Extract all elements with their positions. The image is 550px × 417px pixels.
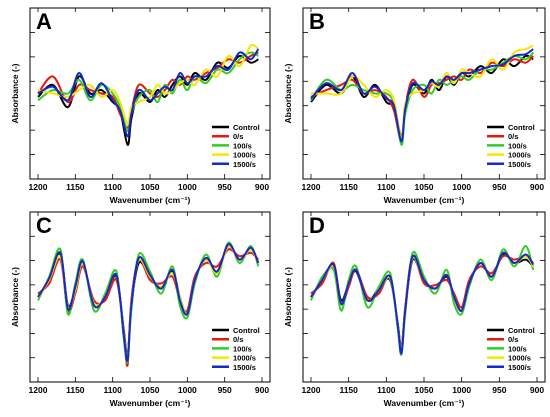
x-tick-label: 950 — [218, 182, 232, 192]
series-line-100-per-s — [310, 244, 535, 356]
panel-B: B 1200 1150 1100 1050 1000 950 900 Wavenumber (c… — [283, 7, 546, 205]
series-group — [310, 244, 535, 356]
legend-label: 1000/s — [508, 151, 531, 160]
legend-label: 0/s — [508, 132, 518, 141]
legend-label: 1500/s — [508, 363, 531, 372]
x-tick-label: 950 — [492, 385, 506, 395]
x-tick-label: 1200 — [29, 182, 48, 192]
panel-C: C 1200 1150 1100 1050 1000 950 900 Wavenumber (c… — [10, 211, 271, 408]
series-line-1000-per-s — [37, 43, 259, 126]
legend-label: 0/s — [233, 132, 243, 141]
x-tick-label: 1000 — [178, 385, 197, 395]
x-tick-label: 1100 — [377, 182, 396, 192]
legend-label: 100/s — [508, 141, 527, 150]
legend-label: 1500/s — [508, 160, 531, 169]
series-line-1500-per-s — [37, 48, 260, 138]
x-tick-label: 1100 — [103, 182, 122, 192]
series-line-1500-per-s — [310, 48, 534, 143]
x-tick-label: 900 — [530, 385, 544, 395]
legend-label: 1000/s — [233, 354, 256, 363]
x-tick-label: 1050 — [141, 182, 160, 192]
legend-label: 100/s — [233, 141, 252, 150]
series-line-1000-per-s — [310, 44, 534, 140]
panel-D: D 1200 1150 1100 1050 1000 950 900 Wavenumber (c… — [283, 211, 546, 408]
panel-letter: B — [309, 9, 325, 34]
series-line-1500-per-s — [310, 251, 535, 355]
legend-label: 1500/s — [233, 160, 256, 169]
legend-label: 1000/s — [508, 354, 531, 363]
panel-letter: C — [36, 213, 52, 238]
legend-label: 1500/s — [233, 363, 256, 372]
x-axis-title: Wavenumber (cm⁻¹) — [384, 195, 465, 205]
x-tick-label: 950 — [218, 385, 232, 395]
x-tick-label: 1200 — [302, 182, 321, 192]
series-line-100-per-s — [310, 51, 534, 146]
x-tick-label: 1050 — [415, 385, 434, 395]
x-tick-label: 900 — [530, 182, 544, 192]
y-axis-title: Absorbance (-) — [283, 267, 293, 327]
legend-label: 100/s — [508, 344, 527, 353]
legend-label: 1000/s — [233, 151, 256, 160]
y-axis-title: Absorbance (-) — [10, 63, 20, 123]
y-axis-title: Absorbance (-) — [283, 63, 293, 123]
legend-label: Control — [508, 123, 535, 132]
x-tick-label: 950 — [492, 182, 506, 192]
panel-letter: A — [36, 9, 52, 34]
x-tick-label: 1050 — [141, 385, 160, 395]
legend-label: 100/s — [233, 344, 252, 353]
series-group — [37, 43, 260, 146]
legend-label: 0/s — [508, 335, 518, 344]
legend-label: 0/s — [233, 335, 243, 344]
x-tick-label: 1200 — [29, 385, 48, 395]
x-tick-label: 1150 — [339, 385, 358, 395]
x-tick-label: 1150 — [66, 182, 85, 192]
x-tick-label: 1150 — [339, 182, 358, 192]
series-group — [310, 44, 534, 146]
x-tick-label: 900 — [255, 182, 269, 192]
legend-label: Control — [233, 326, 260, 335]
legend-label: Control — [233, 123, 260, 132]
x-axis-title: Wavenumber (cm⁻¹) — [384, 398, 465, 408]
x-tick-label: 1200 — [302, 385, 321, 395]
x-tick-label: 900 — [255, 385, 269, 395]
x-tick-label: 1100 — [377, 385, 396, 395]
x-tick-label: 1000 — [452, 182, 471, 192]
x-axis-title: Wavenumber (cm⁻¹) — [110, 195, 191, 205]
x-tick-label: 1100 — [103, 385, 122, 395]
x-tick-label: 1000 — [178, 182, 197, 192]
x-tick-label: 1050 — [415, 182, 434, 192]
x-tick-label: 1000 — [452, 385, 471, 395]
series-line-1500-per-s — [37, 243, 260, 362]
x-tick-label: 1150 — [66, 385, 85, 395]
y-axis-title: Absorbance (-) — [10, 267, 20, 327]
x-axis-title: Wavenumber (cm⁻¹) — [110, 398, 191, 408]
panel-A: A 1200 1150 1100 1050 1000 950 900 Wavenumber (c… — [10, 7, 271, 205]
legend-label: Control — [508, 326, 535, 335]
panel-letter: D — [309, 213, 325, 238]
series-group — [37, 241, 260, 367]
